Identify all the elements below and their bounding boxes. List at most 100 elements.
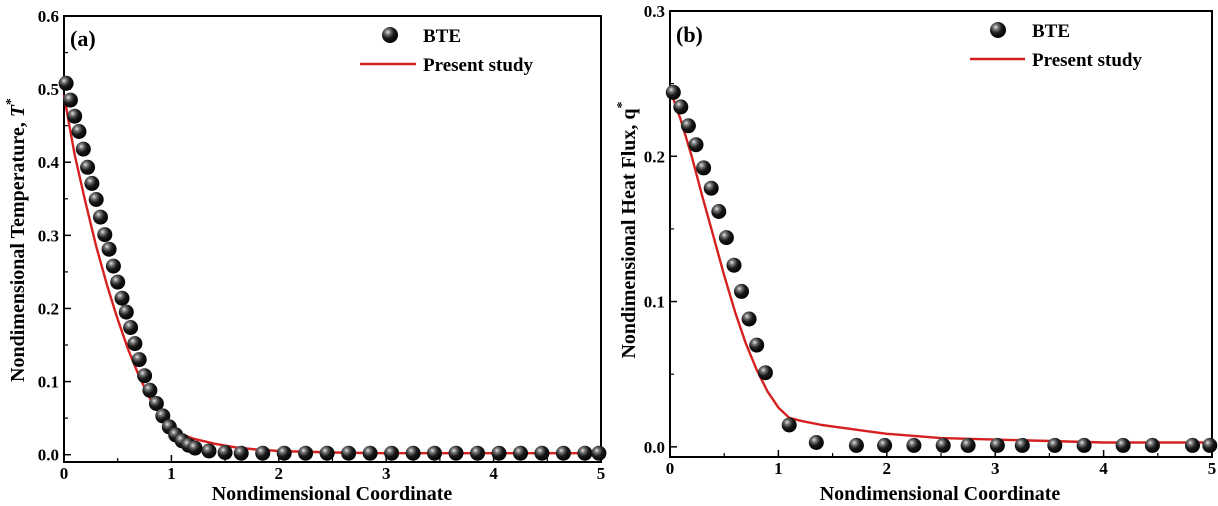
- data-point-bte: [118, 304, 134, 320]
- tick-labels-b: 0 1 2 3 4 5 0.0 0.1 0.2 0.3: [644, 2, 1217, 478]
- y-tick-label: 0.1: [644, 293, 665, 312]
- y-tick-label: 0.3: [644, 2, 665, 21]
- data-point-bte: [255, 445, 271, 461]
- legend-marker-bte-b: [990, 22, 1006, 38]
- data-point-bte: [148, 396, 164, 411]
- data-point-bte: [688, 137, 704, 153]
- data-point-bte: [513, 445, 528, 461]
- data-point-bte: [757, 365, 773, 381]
- x-tick-label: 0: [60, 464, 69, 483]
- data-point-bte: [906, 437, 922, 453]
- data-point-bte: [405, 445, 421, 461]
- data-point-bte: [470, 445, 485, 461]
- axis-ticks-b: [669, 10, 1213, 457]
- data-point-bte: [1014, 437, 1030, 453]
- x-tick-label: 1: [167, 464, 176, 483]
- y-axis-title-a-superscript: *: [4, 98, 19, 105]
- y-axis-title-a-symbol: T: [7, 104, 29, 117]
- plot-frame-b: [669, 10, 1213, 458]
- data-point-bte: [935, 437, 951, 453]
- x-axis-title-a: Nondimensional Coordinate: [212, 483, 453, 505]
- data-point-bte: [1202, 437, 1218, 453]
- data-point-bte: [110, 274, 126, 290]
- chart-panel-b: 0 1 2 3 4 5 0.0 0.1 0.2 0.3 (b) Nondimensional Co…: [615, 2, 1218, 505]
- y-axis-title-b: Nondimensional Heat Flux, q*: [615, 101, 640, 358]
- data-marks-b: [665, 84, 1218, 453]
- legend-marker-bte-a: [382, 27, 398, 43]
- x-tick-label: 0: [666, 459, 675, 478]
- y-tick-label: 0.6: [38, 7, 59, 26]
- data-point-bte: [88, 192, 104, 207]
- data-point-bte: [1047, 437, 1063, 453]
- legend-b: BTE Present study: [970, 21, 1142, 71]
- data-point-bte: [341, 445, 357, 461]
- series-line-present-study: [62, 94, 601, 455]
- data-point-bte: [960, 437, 976, 453]
- data-point-bte: [114, 290, 130, 306]
- data-point-bte: [80, 159, 96, 175]
- data-point-bte: [534, 445, 550, 461]
- data-point-bte: [781, 417, 797, 433]
- x-tick-label: 5: [1208, 459, 1217, 478]
- data-point-bte: [201, 443, 217, 459]
- y-axis-title-b-text: Nondimensional Heat Flux, q: [618, 108, 640, 358]
- data-point-bte: [848, 437, 864, 453]
- data-point-bte: [298, 445, 314, 461]
- tick-labels-a: 0 1 2 3 4 5 0.0 0.1 0.2 0.3 0.4 0.5 0.6: [38, 7, 606, 483]
- data-point-bte: [137, 368, 153, 384]
- y-axis-title-a-text: Nondimensional Temperature,: [7, 117, 29, 382]
- data-point-bte: [718, 230, 734, 246]
- chart-panel-a: 0 1 2 3 4 5 0.0 0.1 0.2 0.3 0.4 0.5 0.6 (a) Nondimen…: [4, 7, 607, 505]
- y-tick-label: 0.3: [38, 226, 59, 245]
- legend-label-bte-b: BTE: [1032, 21, 1070, 42]
- x-axis-title-b: Nondimensional Coordinate: [820, 483, 1061, 505]
- data-point-bte: [155, 408, 171, 424]
- data-point-bte: [703, 180, 719, 196]
- data-marks-a: [58, 75, 607, 461]
- data-point-bte: [1076, 437, 1092, 453]
- data-point-bte: [448, 445, 464, 461]
- data-point-bte: [362, 445, 378, 461]
- data-point-bte: [319, 445, 335, 461]
- data-point-bte: [1185, 437, 1200, 453]
- data-point-bte: [123, 320, 139, 335]
- data-point-bte: [75, 141, 91, 157]
- data-point-bte: [711, 204, 727, 219]
- data-point-bte: [577, 445, 593, 461]
- data-point-bte: [726, 257, 742, 273]
- data-point-bte: [696, 160, 712, 176]
- legend-label-bte-a: BTE: [423, 26, 461, 47]
- data-point-bte: [67, 108, 83, 124]
- legend-label-present-a: Present study: [423, 55, 533, 76]
- data-point-bte: [491, 445, 507, 461]
- data-point-bte: [384, 445, 400, 461]
- x-tick-label: 3: [991, 459, 1000, 478]
- data-point-bte: [808, 435, 824, 450]
- y-tick-label: 0.5: [38, 80, 59, 99]
- data-point-bte: [131, 352, 147, 368]
- data-point-bte: [142, 382, 158, 398]
- y-axis-title-b-superscript: *: [615, 101, 630, 108]
- y-tick-label: 0.0: [38, 446, 59, 465]
- data-point-bte: [555, 445, 571, 461]
- y-tick-label: 0.0: [644, 438, 665, 457]
- data-point-bte: [62, 92, 78, 108]
- data-point-bte: [71, 124, 87, 139]
- x-tick-label: 4: [489, 464, 498, 483]
- x-tick-label: 1: [774, 459, 783, 478]
- data-point-bte: [427, 445, 442, 461]
- data-point-bte: [217, 445, 233, 460]
- data-point-bte: [1144, 437, 1160, 453]
- x-tick-label: 2: [275, 464, 284, 483]
- y-tick-label: 0.2: [38, 299, 59, 318]
- panel-label-b: (b): [676, 22, 703, 47]
- data-point-bte: [877, 437, 893, 453]
- x-tick-label: 4: [1099, 459, 1108, 478]
- data-point-bte: [734, 283, 749, 299]
- data-point-bte: [680, 118, 696, 134]
- data-point-bte: [591, 445, 607, 461]
- legend-a: BTE Present study: [360, 26, 533, 76]
- data-point-bte: [989, 437, 1005, 453]
- data-point-bte: [741, 311, 757, 327]
